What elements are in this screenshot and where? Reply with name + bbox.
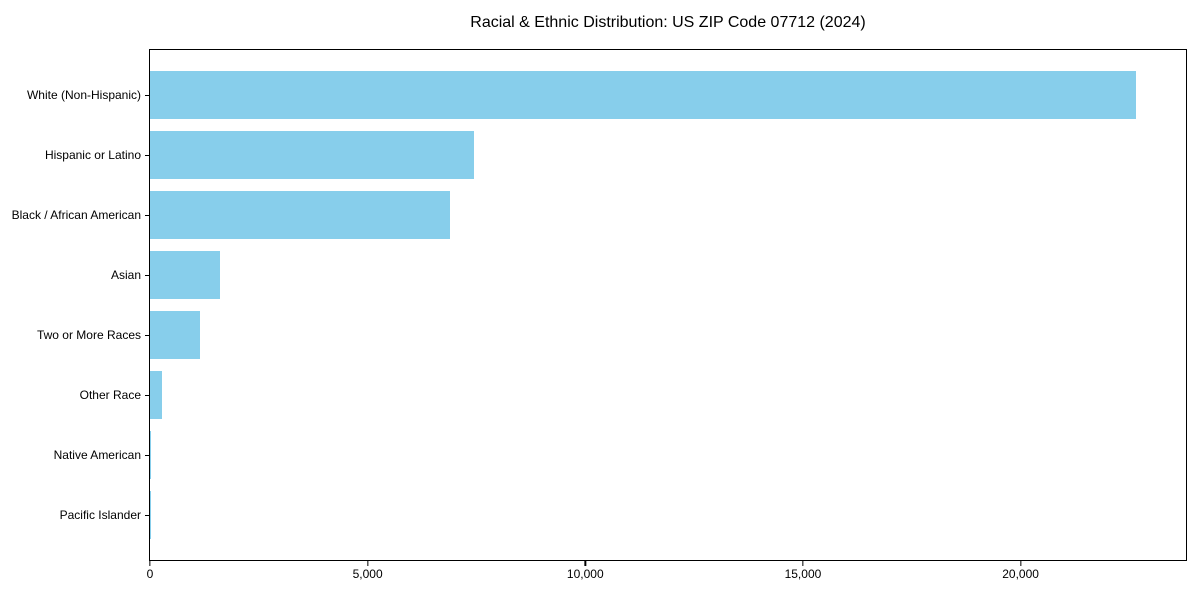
y-tick-asian (145, 275, 149, 277)
plot-area: White (Non-Hispanic) Hispanic or Latino Bl… (12, 49, 1187, 580)
x-tick-label-0: 0 (146, 567, 154, 581)
y-label-pacific-islander: Pacific Islander (59, 508, 141, 522)
y-label-asian: Asian (110, 268, 141, 282)
bar-white-non-hispanic (150, 71, 1136, 119)
y-tick-native-american (145, 455, 149, 457)
y-tick-black-african-american (145, 215, 149, 217)
y-tick-white-non-hispanic (145, 95, 149, 97)
x-tick-5000 (366, 561, 369, 566)
y-tick-hispanic-or-latino (145, 155, 149, 157)
y-label-black-african-american: Black / African American (11, 208, 141, 222)
y-label-native-american: Native American (53, 448, 141, 462)
x-tick-label-5000: 5,000 (352, 567, 383, 581)
chart-title: Racial & Ethnic Distribution: US ZIP Cod… (470, 14, 866, 31)
x-tick-label-15000: 15,000 (784, 567, 822, 581)
x-tick-0 (149, 561, 151, 566)
y-tick-two-or-more-races (145, 335, 149, 337)
bar-other-race (150, 371, 163, 419)
bar-black-african-american (150, 191, 450, 239)
y-label-other-race: Other Race (79, 388, 141, 402)
y-label-white-non-hispanic: White (Non-Hispanic) (26, 88, 141, 102)
bar-two-or-more-races (150, 311, 201, 359)
x-tick-10000 (584, 561, 586, 566)
y-tick-pacific-islander (145, 515, 149, 517)
y-label-two-or-more-races: Two or More Races (36, 328, 141, 342)
x-tick-label-20000: 20,000 (1002, 567, 1039, 581)
bar-native-american (150, 431, 151, 479)
bar-hispanic-or-latino (150, 131, 474, 179)
bar-asian (150, 251, 221, 299)
x-tick-label-10000: 10,000 (566, 567, 604, 581)
y-label-hispanic-or-latino: Hispanic or Latino (44, 148, 141, 162)
y-tick-other-race (145, 395, 149, 397)
x-tick-15000 (802, 561, 804, 566)
x-tick-20000 (1019, 561, 1022, 566)
